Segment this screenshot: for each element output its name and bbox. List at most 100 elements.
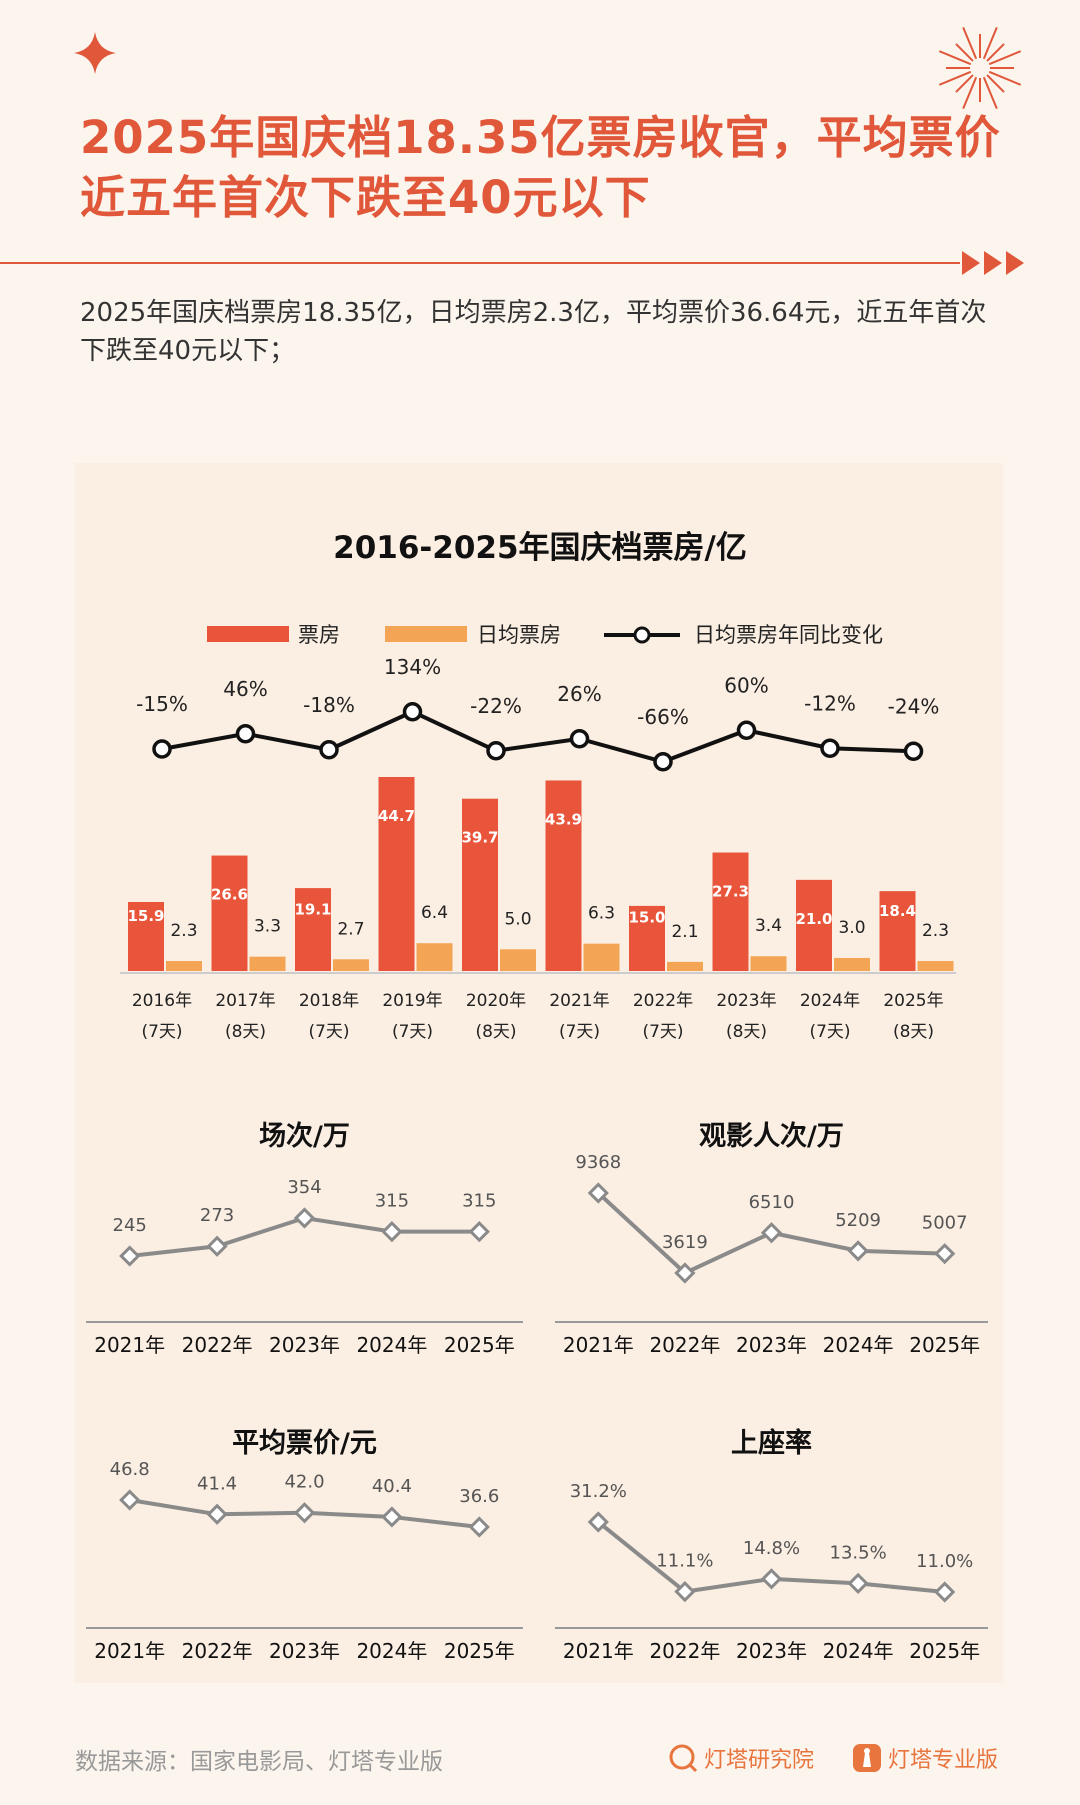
lighthouse-pro-logo-icon	[853, 1744, 881, 1772]
firework-ray	[962, 26, 978, 60]
bar-total-label: 15.0	[628, 909, 665, 927]
firework-ray	[986, 74, 1005, 93]
x-tick-label: 2025年	[883, 991, 943, 1011]
x-tick-label: 2021年	[563, 1333, 634, 1357]
small-chart-title: 平均票价/元	[232, 1428, 377, 1459]
yoy-marker	[486, 741, 506, 761]
chart-card	[75, 463, 1003, 1683]
bar-total	[712, 852, 749, 971]
bar-total	[629, 905, 665, 971]
data-label: 36.6	[459, 1486, 499, 1507]
firework-ray	[962, 76, 978, 110]
data-label: 3619	[662, 1232, 708, 1253]
bar-total-label: 21.0	[795, 910, 832, 928]
data-source: 数据来源：国家电影局、灯塔专业版	[75, 1749, 443, 1775]
lighthouse-research-logo-icon	[669, 1744, 698, 1773]
x-tick-label: 2022年	[182, 1333, 253, 1357]
data-label: 315	[375, 1191, 409, 1212]
bar-daily-label: 3.0	[838, 918, 865, 938]
bar-daily-label: 5.0	[504, 909, 531, 929]
bar-total-label: 39.7	[461, 829, 498, 847]
data-marker	[674, 1262, 696, 1284]
bar-daily	[500, 949, 536, 971]
x-tick-label: 2023年	[736, 1333, 807, 1357]
bar-total	[128, 901, 164, 971]
yoy-marker	[319, 740, 339, 760]
x-tick-label: 2021年	[563, 1639, 634, 1663]
legend-label: 日均票房年同比变化	[694, 623, 883, 647]
bar-daily	[249, 956, 286, 971]
x-tick-sublabel: (7天)	[392, 1022, 433, 1042]
yoy-marker	[152, 739, 172, 759]
small-chart: 平均票价/元 46.8 2021年 41.4 2022年 42.0 2023年 40.4 202…	[86, 1428, 523, 1663]
x-tick-label: 2020年	[466, 991, 526, 1011]
bar-daily-label: 2.1	[671, 922, 698, 942]
firework-ray	[938, 50, 972, 66]
data-marker	[934, 1581, 956, 1603]
bar-daily	[834, 957, 870, 971]
bar-total-label: 15.9	[127, 907, 164, 925]
yoy-label: -22%	[470, 694, 522, 718]
data-marker	[293, 1207, 316, 1229]
legend: 票房 日均票房 日均票房年同比变化	[207, 623, 883, 647]
data-marker	[206, 1235, 228, 1257]
small-chart: 观影人次/万 9368 2021年 3619 2022年 6510 2023年 5209 202…	[555, 1121, 988, 1357]
x-tick-label: 2022年	[182, 1639, 253, 1663]
legend-label: 票房	[298, 623, 340, 647]
x-tick-label: 2024年	[800, 991, 860, 1011]
page-title: 2025年国庆档18.35亿票房收官，平均票价近五年首次下跌至40元以下	[80, 111, 1001, 224]
yoy-label: 26%	[557, 682, 601, 706]
x-tick-label: 2021年	[549, 991, 609, 1011]
bar-daily	[667, 961, 703, 971]
data-label: 31.2%	[570, 1481, 627, 1502]
data-label: 40.4	[372, 1476, 412, 1497]
data-label: 11.0%	[916, 1551, 973, 1572]
data-marker	[587, 1511, 609, 1533]
yoy-label: 134%	[384, 655, 441, 679]
data-marker	[674, 1581, 696, 1603]
bar-daily-label: 2.7	[337, 919, 364, 939]
data-marker	[760, 1222, 783, 1244]
summary-text: 2025年国庆档票房18.35亿，日均票房2.3亿，平均票价36.64元，近五年…	[80, 298, 987, 366]
small-chart: 场次/万 245 2021年 273 2022年 354 2023年 315 2024年 315 2…	[86, 1121, 523, 1357]
small-chart-title: 观影人次/万	[699, 1121, 844, 1152]
firework-ray	[988, 70, 1022, 86]
brand-name: 灯塔专业版	[888, 1748, 999, 1773]
yoy-label: -12%	[804, 691, 856, 715]
firework-ray	[955, 74, 974, 93]
x-tick-label: 2023年	[269, 1639, 340, 1663]
yoy-label: 60%	[724, 673, 768, 697]
firework-ray	[982, 26, 998, 60]
yoy-label: -24%	[888, 694, 940, 718]
yoy-marker	[235, 724, 256, 744]
bar-total	[796, 879, 832, 971]
data-label: 6510	[749, 1192, 795, 1213]
x-tick-label: 2024年	[823, 1639, 894, 1663]
bar-daily	[917, 961, 954, 971]
x-tick-label: 2025年	[909, 1333, 980, 1357]
data-label: 42.0	[284, 1472, 324, 1493]
bar-total	[462, 798, 498, 971]
x-tick-sublabel: (8天)	[225, 1022, 266, 1042]
data-marker	[468, 1220, 490, 1243]
data-label: 315	[462, 1191, 496, 1212]
small-chart: 上座率 31.2% 2021年 11.1% 2022年 14.8% 2023年 13.5% 20…	[555, 1427, 988, 1663]
firework-ray	[938, 70, 972, 86]
data-marker	[293, 1502, 316, 1524]
divider	[0, 262, 960, 264]
data-marker	[206, 1503, 228, 1525]
x-tick-label: 2021年	[94, 1333, 165, 1357]
data-label: 46.8	[110, 1459, 150, 1480]
bar-total	[211, 855, 248, 971]
bar-total-label: 18.4	[879, 902, 916, 920]
yoy-marker	[569, 729, 590, 749]
yoy-marker	[402, 702, 423, 722]
small-chart-title: 场次/万	[259, 1121, 350, 1152]
x-tick-label: 2018年	[299, 991, 359, 1011]
legend-marker	[633, 626, 651, 644]
bar-daily-label: 3.3	[254, 917, 281, 937]
bar-total-label: 44.7	[378, 807, 415, 825]
bar-total	[545, 780, 582, 971]
yoy-marker	[736, 720, 757, 740]
bar-total	[378, 777, 415, 971]
